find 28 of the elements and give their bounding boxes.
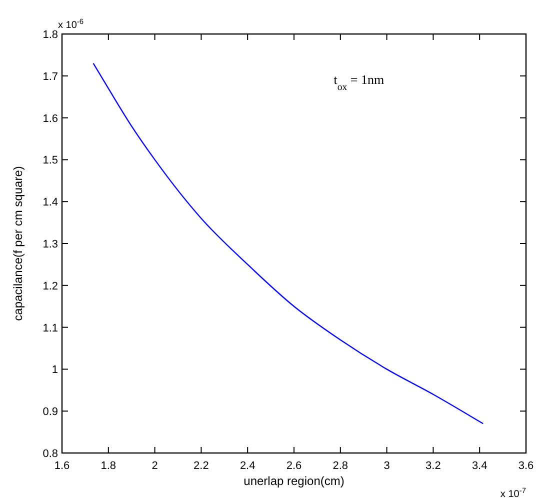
text: x 10$^{-6}$ bbox=[58, 16, 84, 31]
y-tick-label: 1 bbox=[52, 364, 58, 376]
x-axis-title: unerlap region(cm) bbox=[244, 474, 344, 488]
annotation: t$_{ox}$ = 1nm bbox=[334, 72, 384, 92]
y-tick-label: 1.4 bbox=[42, 196, 58, 209]
y-tick-label: 0.8 bbox=[42, 448, 58, 460]
x-tick-label: 2.6 bbox=[286, 460, 302, 472]
x-tick-label: 3.2 bbox=[426, 460, 441, 472]
x-tick-label: 2.2 bbox=[194, 460, 209, 472]
y-tick-label: 1.1 bbox=[42, 322, 58, 334]
x-tick-label: 2.8 bbox=[332, 460, 348, 472]
x-tick-label: 3 bbox=[384, 460, 390, 472]
y-axis-title: capacilance(f per cm square) bbox=[11, 166, 25, 321]
y-tick-label: 1.5 bbox=[42, 154, 58, 167]
line-series bbox=[92, 62, 484, 424]
y-tick-label: 1.8 bbox=[42, 29, 58, 41]
x-tick-label: 2 bbox=[152, 460, 158, 472]
x-tick-label: 1.8 bbox=[100, 460, 116, 472]
y-tick-label: 1.6 bbox=[42, 112, 58, 125]
x-tick-label: 3.4 bbox=[472, 460, 488, 472]
y-tick-label: 1.7 bbox=[42, 70, 58, 83]
x-tick-label: 2.4 bbox=[240, 460, 256, 472]
x-tick-label: 1.6 bbox=[54, 460, 70, 472]
y-tick-label: 1.2 bbox=[42, 280, 58, 292]
y-tick-label: 1.3 bbox=[42, 238, 58, 250]
text: x 10$^{-7}$ bbox=[500, 486, 526, 498]
x-tick-label: 3.6 bbox=[518, 460, 534, 472]
y-tick-label: 0.9 bbox=[42, 406, 58, 418]
